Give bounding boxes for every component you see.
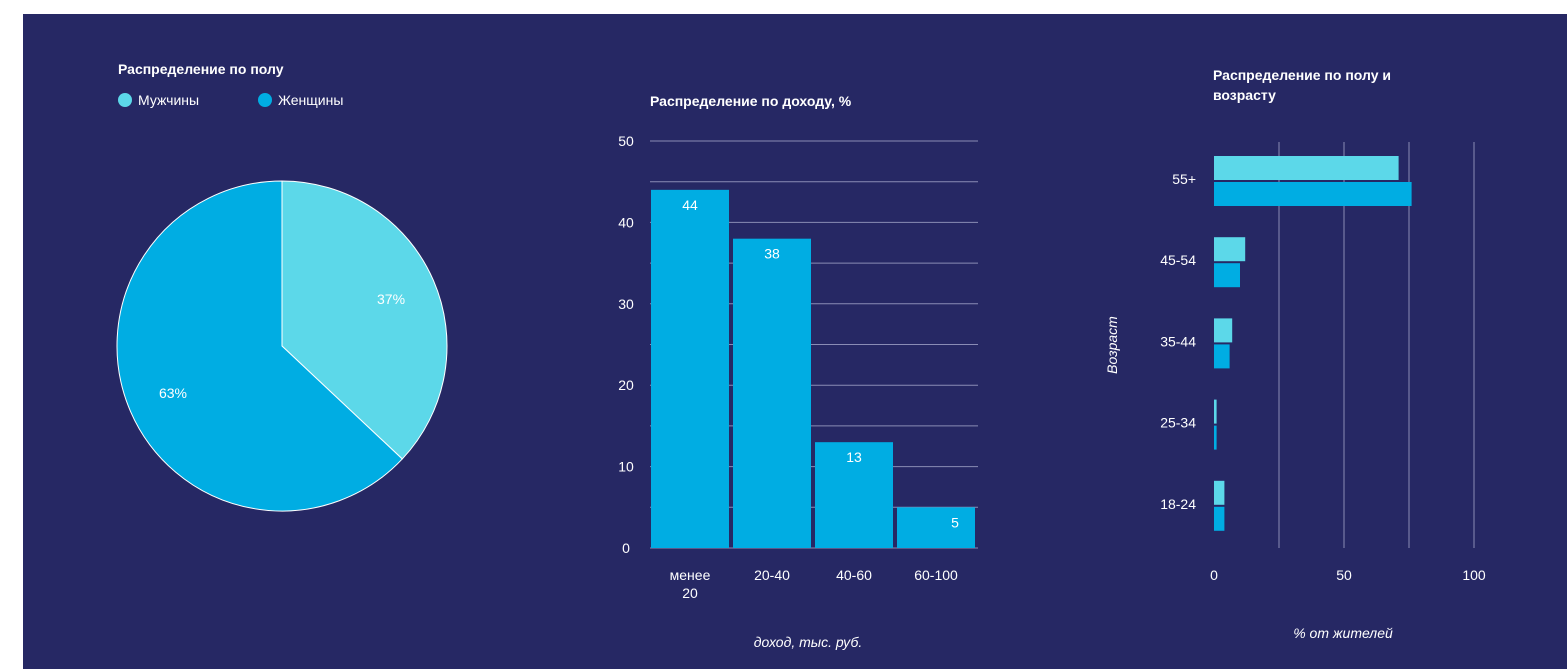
age-y-tick-2: 45-54: [1160, 252, 1196, 268]
age-bar-5-series-1: [1214, 480, 1225, 505]
income-y-tick-40: 40: [618, 214, 634, 230]
dashboard-canvas: Распределение по полу Мужчины Женщины 37% 63…: [23, 14, 1567, 669]
age-bar-chart: Распределение по полу и возрасту 0 50 100 55+…: [1104, 67, 1486, 641]
income-bar-label-1: 44: [682, 197, 698, 213]
legend-label-1: Мужчины: [138, 92, 199, 108]
income-x-tick-1-1: менее: [670, 567, 711, 583]
income-x-tick-4-1: 60-100: [914, 567, 958, 583]
income-y-tick-30: 30: [618, 296, 634, 312]
charts-svg: Распределение по полу Мужчины Женщины 37% 63…: [116, 61, 1486, 650]
age-x-tick-0: 0: [1210, 567, 1218, 583]
income-y-tick-50: 50: [618, 133, 634, 149]
income-bar-label-2: 38: [764, 246, 780, 262]
age-y-tick-5: 18-24: [1160, 496, 1196, 512]
income-bar-chart: Распределение по доходу, % 0 10 20 30 40 50 44 м…: [618, 93, 978, 650]
income-bar-label-3: 13: [846, 449, 862, 465]
pie-slice-label-2: 63%: [159, 385, 187, 401]
age-bar-3-series-2: [1214, 344, 1230, 369]
age-bar-1-series-2: [1214, 182, 1412, 206]
age-bar-2-series-2: [1214, 263, 1240, 288]
age-bar-2-series-1: [1214, 237, 1246, 262]
pie-title: Распределение по полу: [118, 61, 284, 77]
age-bar-5-series-2: [1214, 506, 1225, 531]
income-x-tick-2-1: 20-40: [754, 567, 790, 583]
income-bar-3: [815, 442, 893, 548]
age-chart-title-1: Распределение по полу и: [1213, 67, 1391, 83]
pie-slice-2: [116, 180, 403, 512]
income-x-axis-label: доход, тыс. руб.: [754, 634, 863, 650]
income-x-tick-3-1: 40-60: [836, 567, 872, 583]
legend-marker-1: [118, 93, 132, 107]
pie-slice-label-1: 37%: [377, 291, 405, 307]
income-chart-title: Распределение по доходу, %: [650, 93, 852, 109]
age-x-tick-100: 100: [1462, 567, 1486, 583]
age-bar-4-series-2: [1214, 425, 1217, 450]
income-bar-label-4: 5: [951, 514, 959, 530]
income-bar-4: [897, 507, 975, 548]
income-y-tick-10: 10: [618, 459, 634, 475]
age-chart-title-2: возрасту: [1213, 87, 1276, 103]
age-x-axis-label: % от жителей: [1293, 625, 1393, 641]
income-bar-1: [651, 189, 729, 548]
age-y-tick-3: 35-44: [1160, 333, 1196, 349]
age-bar-4-series-1: [1214, 399, 1217, 424]
age-bar-1-series-1: [1214, 156, 1399, 180]
income-bar-2: [733, 238, 811, 548]
age-y-tick-4: 25-34: [1160, 415, 1196, 431]
pie-slice-1: [281, 180, 448, 460]
legend-label-2: Женщины: [278, 92, 343, 108]
age-y-tick-1: 55+: [1172, 171, 1196, 187]
legend-marker-2: [258, 93, 272, 107]
age-bar-3-series-1: [1214, 318, 1233, 343]
pie-chart: Распределение по полу Мужчины Женщины 37% 63…: [116, 61, 448, 512]
income-y-tick-20: 20: [618, 377, 634, 393]
age-x-tick-50: 50: [1336, 567, 1352, 583]
income-x-tick-1-2: 20: [682, 585, 698, 601]
age-y-axis-label: Возраст: [1104, 316, 1120, 374]
income-y-tick-0: 0: [622, 540, 630, 556]
